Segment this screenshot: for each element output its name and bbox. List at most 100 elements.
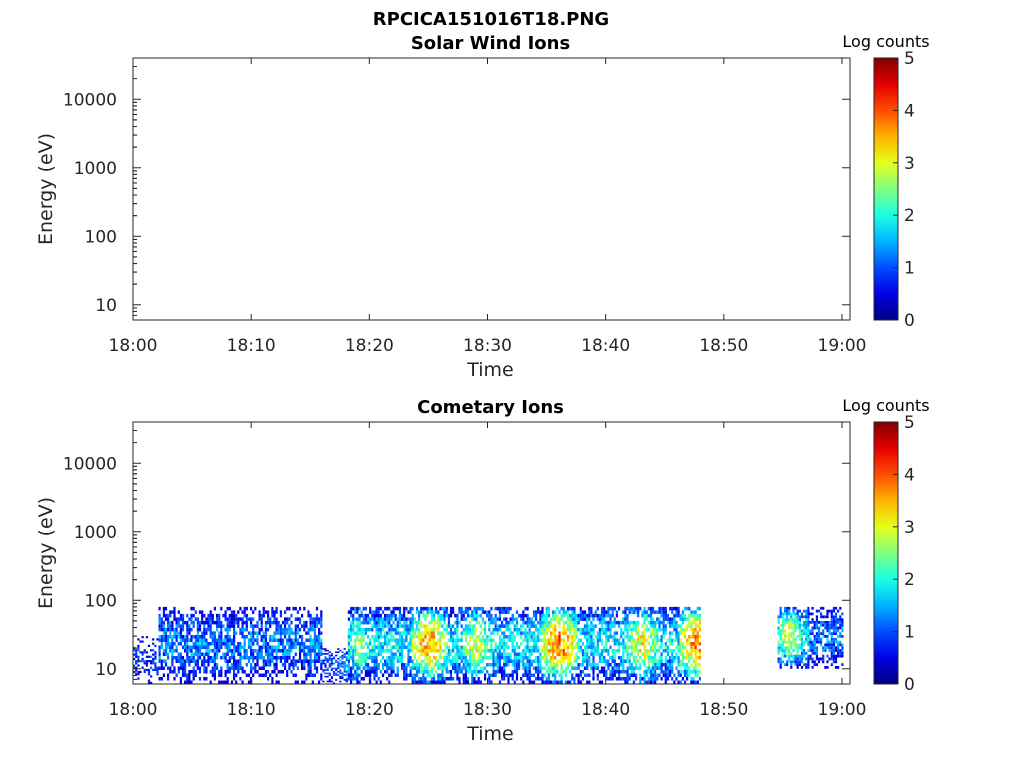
heatmap-cell bbox=[241, 656, 244, 660]
heatmap-cell bbox=[464, 645, 467, 649]
heatmap-cell bbox=[688, 670, 691, 674]
heatmap-cell bbox=[177, 642, 180, 646]
heatmap-cell bbox=[824, 621, 827, 624]
heatmap-cell bbox=[552, 670, 555, 674]
heatmap-cell bbox=[834, 637, 838, 641]
heatmap-cell bbox=[430, 645, 433, 649]
x-tick-label: 18:20 bbox=[345, 336, 394, 356]
heatmap-cell bbox=[432, 617, 436, 621]
heatmap-cell bbox=[622, 617, 625, 621]
heatmap-cell bbox=[786, 606, 789, 610]
heatmap-cell bbox=[826, 666, 829, 669]
heatmap-cell bbox=[571, 649, 574, 653]
heatmap-cell bbox=[635, 624, 638, 628]
heatmap-cell bbox=[539, 631, 542, 635]
heatmap-cell bbox=[660, 652, 663, 656]
heatmap-cell bbox=[669, 659, 672, 663]
heatmap-cell bbox=[554, 663, 557, 667]
heatmap-cell bbox=[352, 613, 355, 618]
heatmap-cell bbox=[398, 613, 402, 618]
heatmap-cell bbox=[411, 635, 414, 639]
heatmap-cell bbox=[647, 642, 650, 646]
heatmap-cell bbox=[681, 617, 684, 621]
heatmap-cell bbox=[307, 673, 310, 677]
heatmap-cell bbox=[188, 649, 191, 653]
heatmap-cell bbox=[390, 624, 393, 628]
heatmap-cell bbox=[218, 645, 221, 649]
heatmap-cell bbox=[420, 652, 423, 656]
heatmap-cell bbox=[188, 624, 191, 628]
heatmap-cell bbox=[305, 652, 308, 656]
heatmap-cell bbox=[786, 609, 789, 613]
heatmap-cell bbox=[583, 659, 587, 663]
heatmap-cell bbox=[664, 673, 667, 677]
heatmap-cell bbox=[669, 663, 672, 667]
heatmap-cell bbox=[233, 620, 236, 625]
heatmap-cell bbox=[160, 620, 163, 625]
heatmap-cell bbox=[471, 617, 474, 621]
heatmap-cell bbox=[666, 670, 670, 674]
heatmap-cell bbox=[501, 642, 504, 646]
heatmap-cell bbox=[294, 635, 297, 639]
heatmap-cell bbox=[292, 659, 295, 663]
heatmap-cell bbox=[522, 610, 525, 614]
heatmap-cell bbox=[209, 631, 212, 635]
heatmap-cell bbox=[635, 606, 638, 611]
heatmap-cell bbox=[445, 677, 448, 681]
heatmap-cell bbox=[356, 627, 359, 632]
heatmap-cell bbox=[369, 673, 372, 677]
heatmap-cell bbox=[515, 677, 519, 681]
heatmap-cell bbox=[201, 617, 204, 621]
heatmap-cell bbox=[652, 620, 655, 625]
heatmap-cell bbox=[605, 663, 608, 667]
heatmap-cell bbox=[407, 642, 410, 646]
heatmap-cell bbox=[345, 666, 348, 668]
heatmap-cell bbox=[694, 638, 697, 642]
heatmap-cell bbox=[583, 631, 587, 635]
heatmap-cell bbox=[286, 617, 289, 621]
heatmap-cell bbox=[335, 651, 338, 653]
heatmap-cell bbox=[201, 642, 204, 646]
heatmap-cell bbox=[496, 624, 499, 628]
heatmap-cell bbox=[313, 635, 316, 639]
heatmap-cell bbox=[430, 617, 433, 621]
heatmap-cell bbox=[569, 613, 572, 618]
heatmap-cell bbox=[222, 642, 225, 646]
heatmap-cell bbox=[803, 621, 806, 624]
heatmap-cell bbox=[201, 631, 204, 635]
heatmap-cell bbox=[590, 631, 593, 635]
heatmap-cell bbox=[481, 666, 484, 670]
heatmap-cell bbox=[324, 653, 327, 655]
heatmap-cell bbox=[156, 670, 159, 674]
heatmap-cell bbox=[271, 677, 274, 681]
heatmap-cell bbox=[792, 612, 795, 616]
heatmap-cell bbox=[788, 654, 791, 658]
heatmap-cell bbox=[777, 657, 780, 661]
heatmap-cell bbox=[133, 666, 136, 669]
heatmap-cell bbox=[318, 638, 321, 642]
heatmap-cell bbox=[409, 670, 412, 674]
heatmap-cell bbox=[481, 649, 484, 653]
heatmap-cell bbox=[662, 631, 665, 635]
heatmap-cell bbox=[390, 631, 393, 635]
heatmap-cell bbox=[660, 670, 663, 674]
heatmap-cell bbox=[401, 624, 404, 628]
heatmap-cell bbox=[788, 643, 791, 647]
heatmap-cell bbox=[641, 652, 644, 656]
heatmap-cell bbox=[177, 659, 180, 663]
heatmap-cell bbox=[598, 638, 601, 642]
heatmap-cell bbox=[388, 673, 391, 677]
heatmap-cell bbox=[437, 620, 440, 625]
heatmap-cell bbox=[800, 646, 804, 650]
heatmap-cell bbox=[834, 666, 838, 669]
heatmap-cell bbox=[230, 624, 233, 628]
heatmap-cell bbox=[354, 663, 357, 667]
heatmap-cell bbox=[681, 670, 684, 674]
heatmap-cell bbox=[694, 631, 697, 635]
heatmap-cell bbox=[447, 670, 450, 674]
heatmap-cell bbox=[315, 624, 319, 628]
heatmap-cell bbox=[826, 615, 829, 619]
heatmap-cell bbox=[456, 677, 459, 681]
